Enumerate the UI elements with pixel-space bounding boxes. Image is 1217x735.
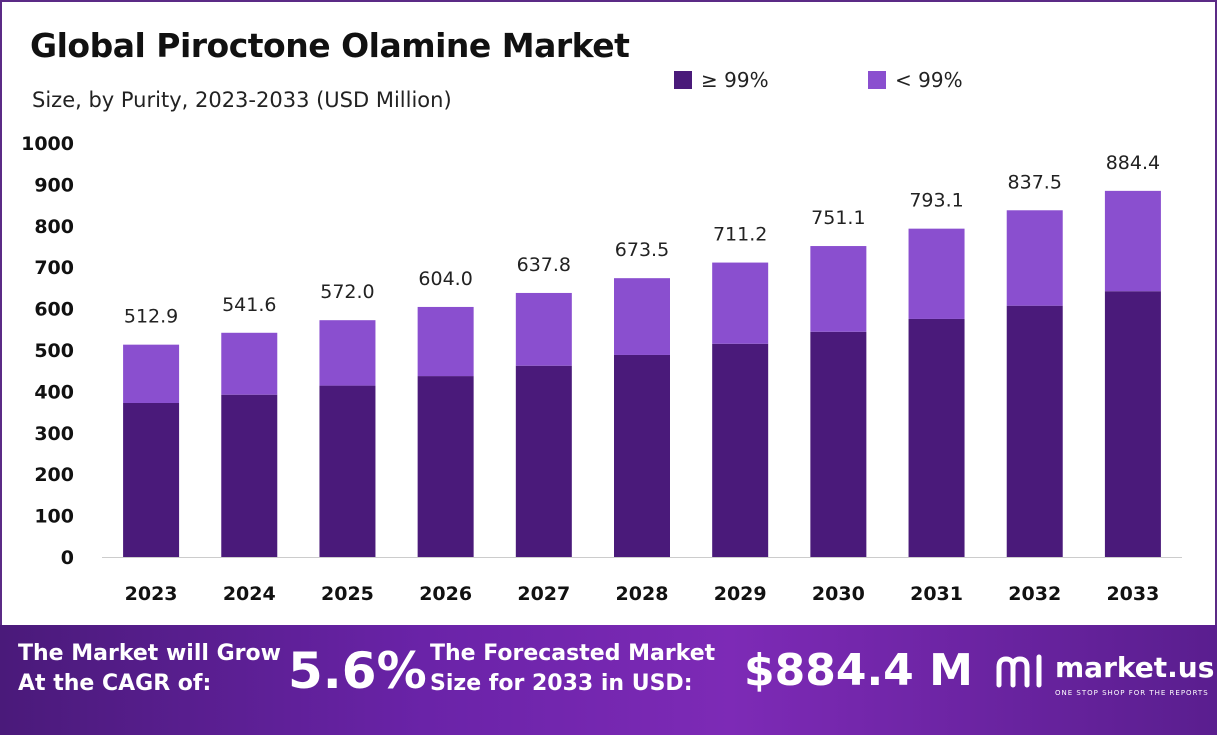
cagr-label: The Market will Grow At the CAGR of: xyxy=(18,639,288,699)
bar-segment-lt99 xyxy=(908,228,965,319)
y-tick-label: 900 xyxy=(34,174,74,196)
data-label-total: 637.8 xyxy=(517,254,571,276)
bar-segment-lt99 xyxy=(1104,190,1161,292)
legend-swatch-lt99 xyxy=(868,71,886,89)
bar-segment-ge99 xyxy=(1006,305,1063,557)
x-tick-label: 2031 xyxy=(910,583,963,605)
summary-banner: The Market will Grow At the CAGR of: 5.6… xyxy=(0,625,1217,735)
bar-segment-ge99 xyxy=(221,394,278,557)
x-tick-label: 2033 xyxy=(1106,583,1159,605)
x-tick-label: 2026 xyxy=(419,583,472,605)
x-tick-label: 2027 xyxy=(517,583,570,605)
chart-title: Global Piroctone Olamine Market xyxy=(30,26,630,65)
bar-segment-ge99 xyxy=(810,331,867,557)
cagr-label-line1: The Market will Grow xyxy=(18,641,281,666)
data-label-total: 673.5 xyxy=(615,239,669,261)
bar-segment-ge99 xyxy=(123,402,180,557)
data-label-total: 604.0 xyxy=(418,268,472,290)
bar-segment-ge99 xyxy=(614,354,670,557)
forecast-label: The Forecasted Market Size for 2033 in U… xyxy=(430,639,740,699)
bar-segment-ge99 xyxy=(417,376,474,557)
bar-segment-lt99 xyxy=(1006,210,1063,306)
bar-segment-lt99 xyxy=(319,320,376,386)
y-tick-label: 200 xyxy=(34,464,74,486)
chart-subtitle: Size, by Purity, 2023-2033 (USD Million) xyxy=(32,88,452,112)
bar-segment-lt99 xyxy=(515,292,572,366)
bar-segment-ge99 xyxy=(515,365,572,557)
bar-segment-ge99 xyxy=(319,385,376,557)
x-tick-label: 2030 xyxy=(812,583,865,605)
bar-segment-ge99 xyxy=(712,343,769,557)
bar-segment-ge99 xyxy=(1104,291,1161,557)
data-label-total: 711.2 xyxy=(713,224,767,246)
x-tick-label: 2024 xyxy=(223,583,276,605)
y-tick-label: 0 xyxy=(61,547,74,569)
data-label-total: 572.0 xyxy=(320,281,374,303)
forecast-label-line2: Size for 2033 in USD: xyxy=(430,671,693,696)
legend-swatch-ge99 xyxy=(674,71,692,89)
x-tick-label: 2023 xyxy=(125,583,178,605)
y-tick-label: 700 xyxy=(34,257,74,279)
x-tick-label: 2032 xyxy=(1008,583,1061,605)
y-tick-label: 600 xyxy=(34,299,74,321)
y-tick-label: 500 xyxy=(34,340,74,362)
legend: ≥ 99% < 99% xyxy=(2,68,1215,98)
brand-tagline: ONE STOP SHOP FOR THE REPORTS xyxy=(1055,689,1209,697)
legend-label-lt99: < 99% xyxy=(895,68,963,92)
x-tick-label: 2029 xyxy=(714,583,767,605)
brand: market.us ONE STOP SHOP FOR THE REPORTS xyxy=(995,645,1214,705)
bar-segment-lt99 xyxy=(614,278,670,355)
bar-segment-ge99 xyxy=(908,318,965,557)
data-label-total: 541.6 xyxy=(222,294,276,316)
bar-segment-lt99 xyxy=(221,332,278,395)
data-label-total: 512.9 xyxy=(124,306,178,328)
y-tick-label: 300 xyxy=(34,423,74,445)
legend-item-lt99: < 99% xyxy=(868,68,963,92)
y-tick-label: 100 xyxy=(34,506,74,528)
market-us-logo-icon xyxy=(996,654,1042,688)
x-tick-label: 2028 xyxy=(616,583,669,605)
data-label-total: 751.1 xyxy=(811,207,865,229)
legend-item-ge99: ≥ 99% xyxy=(674,68,769,92)
brand-name: market.us xyxy=(1055,651,1215,684)
cagr-value: 5.6% xyxy=(288,642,427,700)
bar-segment-lt99 xyxy=(417,306,474,377)
x-tick-label: 2025 xyxy=(321,583,374,605)
stacked-bar-chart: 0 100 200 300 400 500 600 700 800 900 1000 512.9 202… xyxy=(21,133,1182,605)
y-tick-label: 800 xyxy=(34,216,74,238)
forecast-value: $884.4 M xyxy=(744,645,973,696)
legend-label-ge99: ≥ 99% xyxy=(701,68,769,92)
data-label-total: 884.4 xyxy=(1106,152,1160,174)
cagr-label-line2: At the CAGR of: xyxy=(18,671,212,696)
data-label-total: 793.1 xyxy=(909,190,963,212)
bar-segment-lt99 xyxy=(712,262,769,344)
data-label-total: 837.5 xyxy=(1008,171,1062,193)
bar-segment-lt99 xyxy=(123,344,180,403)
y-tick-label: 400 xyxy=(34,381,74,403)
bar-segment-lt99 xyxy=(810,246,867,332)
forecast-label-line1: The Forecasted Market xyxy=(430,641,716,666)
y-tick-label: 1000 xyxy=(21,133,74,155)
